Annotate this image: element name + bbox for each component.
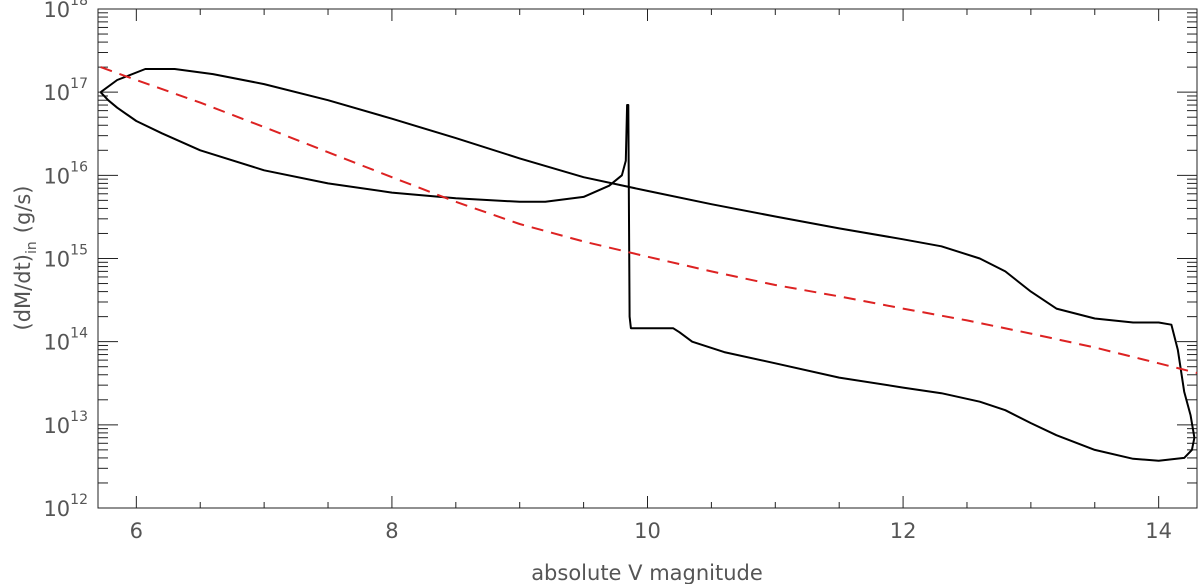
y-tick-label: 1018 [43, 0, 88, 22]
y-tick-label: 1013 [43, 409, 88, 438]
series-line-solid [99, 68, 1196, 462]
x-tick-label: 6 [130, 519, 143, 543]
x-tick-label: 14 [1145, 519, 1172, 543]
series-line-dashed [100, 66, 1198, 374]
x-tick-label: 12 [890, 519, 917, 543]
y-tick-label: 1015 [43, 243, 88, 272]
y-tick-label: 1014 [43, 326, 88, 355]
y-axis-label-main: (dM/dt) [11, 254, 35, 330]
x-tick-label: 10 [634, 519, 661, 543]
series-group [99, 66, 1198, 462]
x-axis-label: absolute V magnitude [531, 561, 763, 584]
minor-ticks [98, 9, 1197, 508]
x-tick-label: 8 [385, 519, 398, 543]
y-axis-label-sub: in [24, 241, 40, 254]
y-axis-label: (dM/dt)in (g/s) [11, 186, 40, 331]
y-axis-label-unit: (g/s) [11, 186, 35, 234]
y-tick-label: 1016 [43, 159, 88, 188]
y-axis-ticks: 1012 1013 1014 1015 1016 1017 1018 [43, 0, 1197, 521]
y-tick-label: 1012 [43, 492, 88, 521]
y-tick-label: 1017 [43, 76, 88, 105]
x-axis-ticks: 6 8 10 12 14 [130, 9, 1172, 543]
